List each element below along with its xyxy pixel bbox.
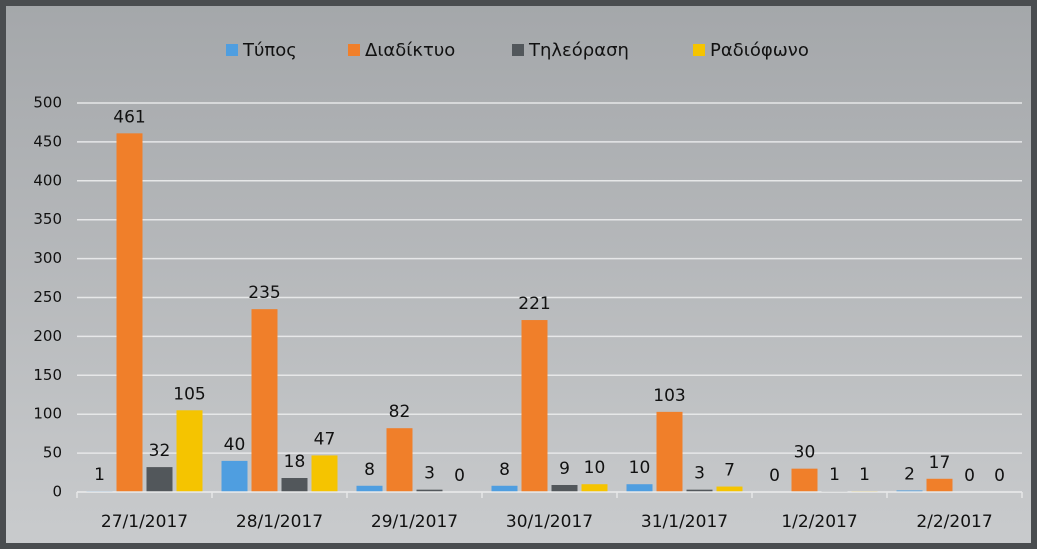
bar [791, 468, 818, 492]
bar [176, 410, 203, 492]
data-label: 1 [859, 465, 870, 485]
data-label: 0 [964, 466, 975, 486]
data-label: 1 [94, 465, 105, 485]
data-label: 40 [224, 435, 246, 455]
bar [356, 485, 383, 492]
data-label: 17 [929, 453, 951, 473]
y-tick-label: 150 [33, 366, 62, 384]
data-label: 10 [629, 458, 651, 478]
x-tick-label: 31/1/2017 [641, 512, 728, 532]
data-label: 3 [424, 464, 435, 484]
plot-area: 05010015020025030035040045050027/1/20171… [33, 40, 1023, 532]
data-label: 105 [173, 384, 205, 404]
data-label: 82 [389, 402, 411, 422]
x-tick-label: 27/1/2017 [101, 512, 188, 532]
y-tick-label: 450 [33, 132, 62, 150]
x-tick-label: 29/1/2017 [371, 512, 458, 532]
y-tick-label: 400 [33, 171, 62, 189]
y-tick-label: 200 [33, 327, 62, 345]
legend-swatch [226, 44, 238, 56]
data-label: 32 [149, 441, 171, 461]
bar [146, 467, 173, 492]
data-label: 10 [584, 458, 606, 478]
data-label: 7 [724, 461, 735, 481]
y-tick-label: 100 [33, 405, 62, 423]
x-tick-label: 30/1/2017 [506, 512, 593, 532]
bar [251, 309, 278, 492]
x-tick-label: 2/2/2017 [916, 512, 992, 532]
data-label: 47 [314, 429, 336, 449]
legend-label: Διαδίκτυο [365, 40, 455, 61]
bar [551, 484, 578, 492]
y-tick-label: 350 [33, 210, 62, 228]
bar [311, 455, 338, 492]
bar [896, 490, 923, 492]
data-label: 18 [284, 452, 306, 472]
legend-label: Τύπος [242, 40, 297, 61]
bar [626, 484, 653, 492]
bar [926, 478, 953, 492]
legend-label: Τηλεόραση [528, 40, 629, 61]
legend-swatch [348, 44, 360, 56]
bar [416, 489, 443, 492]
data-label: 30 [794, 443, 816, 463]
bar [491, 485, 518, 492]
bar [221, 460, 248, 492]
legend-swatch [693, 44, 705, 56]
bar [386, 428, 413, 492]
bar [116, 133, 143, 493]
data-label: 1 [829, 465, 840, 485]
x-tick-label: 1/2/2017 [781, 512, 857, 532]
bar [521, 320, 548, 492]
data-label: 0 [994, 466, 1005, 486]
bar [581, 484, 608, 492]
data-label: 8 [499, 460, 510, 480]
y-tick-label: 500 [33, 94, 62, 112]
data-label: 0 [454, 466, 465, 486]
data-label: 0 [769, 466, 780, 486]
y-tick-label: 50 [43, 444, 62, 462]
y-tick-label: 250 [33, 288, 62, 306]
bar [686, 489, 713, 492]
data-label: 8 [364, 460, 375, 480]
y-tick-label: 300 [33, 249, 62, 267]
x-tick-label: 28/1/2017 [236, 512, 323, 532]
data-label: 3 [694, 464, 705, 484]
data-label: 9 [559, 459, 570, 479]
data-label: 103 [653, 386, 685, 406]
legend-label: Ραδιόφωνο [710, 40, 809, 61]
bar [656, 411, 683, 492]
bar [716, 486, 743, 492]
legend-swatch [512, 44, 524, 56]
data-label: 2 [904, 464, 915, 484]
data-label: 461 [113, 107, 145, 127]
data-label: 235 [248, 283, 280, 303]
y-tick-label: 0 [52, 483, 62, 501]
data-label: 221 [518, 294, 550, 314]
bar [281, 477, 308, 492]
